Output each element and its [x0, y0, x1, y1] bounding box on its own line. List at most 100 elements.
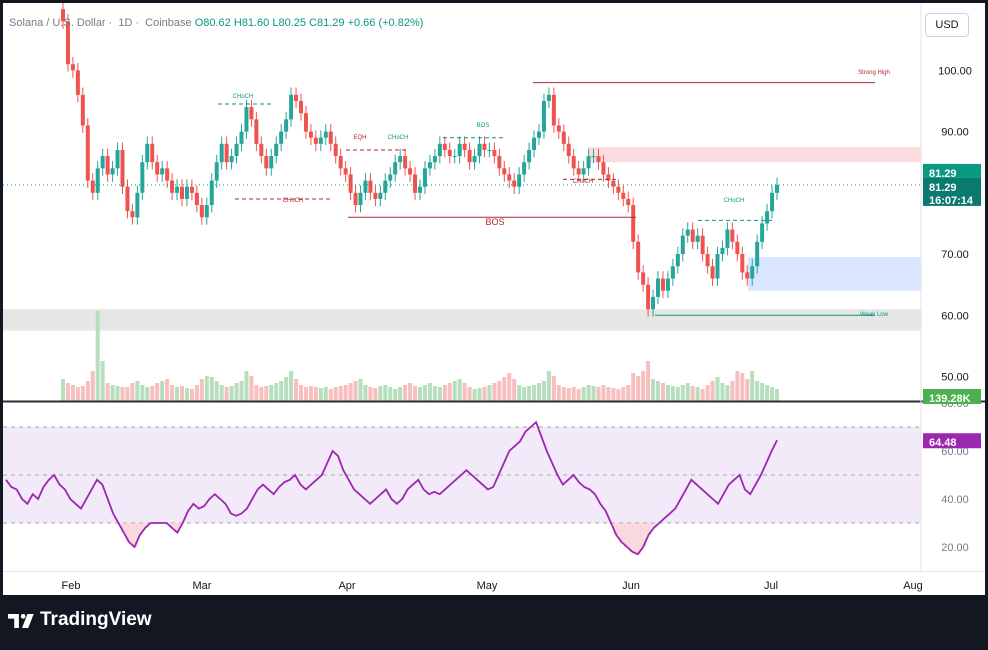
- candle[interactable]: [125, 186, 130, 212]
- candle[interactable]: [299, 100, 303, 114]
- candle[interactable]: [690, 229, 695, 242]
- candle[interactable]: [308, 131, 313, 138]
- candle[interactable]: [532, 137, 537, 150]
- currency-button[interactable]: USD: [925, 13, 969, 37]
- candle[interactable]: [279, 131, 284, 144]
- candle[interactable]: [418, 186, 422, 193]
- candle[interactable]: [219, 143, 224, 163]
- candle[interactable]: [482, 143, 487, 150]
- candle[interactable]: [328, 131, 333, 144]
- candle[interactable]: [209, 180, 214, 206]
- tradingview-logo-icon[interactable]: [8, 612, 36, 630]
- chart-frame[interactable]: Strong High Weak Low CHoCH CHoCH EQH CHoCH BOS…: [3, 3, 985, 595]
- candle[interactable]: [735, 241, 740, 255]
- candle[interactable]: [522, 162, 527, 175]
- candle[interactable]: [561, 131, 566, 144]
- candle[interactable]: [254, 119, 259, 144]
- candle[interactable]: [556, 125, 561, 132]
- candle[interactable]: [398, 156, 403, 163]
- candle[interactable]: [85, 125, 90, 181]
- candle[interactable]: [110, 168, 115, 175]
- candle[interactable]: [303, 113, 308, 132]
- rsi-line[interactable]: [5, 420, 778, 556]
- candle[interactable]: [665, 278, 670, 291]
- candle[interactable]: [566, 143, 571, 157]
- candle[interactable]: [274, 143, 279, 157]
- candle[interactable]: [492, 149, 497, 157]
- candle[interactable]: [740, 254, 745, 273]
- candle[interactable]: [541, 100, 546, 132]
- candle[interactable]: [388, 174, 393, 181]
- candle[interactable]: [695, 235, 700, 242]
- candle[interactable]: [313, 137, 318, 144]
- countdown-tag[interactable]: [923, 177, 981, 206]
- candle[interactable]: [507, 174, 512, 181]
- candle[interactable]: [115, 149, 120, 169]
- candle[interactable]: [294, 94, 299, 101]
- candle[interactable]: [239, 131, 244, 144]
- candle[interactable]: [393, 162, 398, 175]
- candle[interactable]: [358, 192, 363, 206]
- interval-label[interactable]: 1D: [118, 17, 133, 29]
- candle[interactable]: [546, 94, 551, 101]
- candle[interactable]: [700, 235, 705, 255]
- candle[interactable]: [626, 198, 631, 206]
- symbol-name[interactable]: Solana / U.S. Dollar: [9, 17, 106, 29]
- candle[interactable]: [155, 162, 160, 175]
- candle[interactable]: [641, 272, 646, 285]
- candle[interactable]: [289, 94, 294, 120]
- candle[interactable]: [502, 168, 507, 175]
- candle[interactable]: [224, 143, 229, 163]
- candle[interactable]: [646, 284, 651, 310]
- candle[interactable]: [229, 156, 234, 163]
- candle[interactable]: [140, 162, 145, 193]
- candle[interactable]: [65, 21, 70, 65]
- candle[interactable]: [80, 94, 85, 126]
- candle[interactable]: [462, 143, 467, 150]
- candle[interactable]: [517, 174, 522, 187]
- candle[interactable]: [571, 156, 576, 169]
- candle[interactable]: [527, 149, 532, 163]
- candle[interactable]: [670, 266, 675, 279]
- candle[interactable]: [685, 229, 690, 236]
- candle[interactable]: [343, 168, 348, 175]
- candle[interactable]: [720, 247, 725, 255]
- candle[interactable]: [651, 296, 656, 310]
- chart-canvas[interactable]: Strong High Weak Low CHoCH CHoCH EQH CHoCH BOS…: [3, 3, 985, 595]
- candle[interactable]: [725, 229, 730, 248]
- candle[interactable]: [353, 192, 358, 206]
- candle[interactable]: [175, 186, 180, 193]
- candle[interactable]: [760, 223, 765, 242]
- candle[interactable]: [120, 149, 125, 187]
- candle[interactable]: [551, 94, 556, 126]
- candle[interactable]: [611, 180, 616, 187]
- candle[interactable]: [373, 192, 378, 199]
- candle[interactable]: [199, 205, 204, 218]
- candle[interactable]: [477, 143, 482, 157]
- candle[interactable]: [765, 211, 770, 224]
- rsi-value-tag[interactable]: [923, 433, 981, 449]
- candle[interactable]: [194, 192, 199, 206]
- candle[interactable]: [581, 168, 586, 175]
- candle[interactable]: [259, 143, 264, 157]
- candle[interactable]: [95, 168, 100, 193]
- candle[interactable]: [710, 266, 715, 279]
- candle[interactable]: [189, 186, 194, 193]
- candle[interactable]: [90, 180, 95, 193]
- candle[interactable]: [660, 278, 665, 291]
- candle[interactable]: [705, 254, 710, 267]
- candle[interactable]: [100, 156, 105, 169]
- candle[interactable]: [576, 168, 581, 175]
- candle[interactable]: [467, 149, 472, 163]
- candle[interactable]: [537, 131, 541, 138]
- candle[interactable]: [130, 211, 135, 218]
- candle[interactable]: [269, 156, 274, 169]
- candle[interactable]: [170, 180, 175, 193]
- candle[interactable]: [204, 205, 209, 218]
- candle[interactable]: [234, 143, 239, 157]
- candle[interactable]: [184, 186, 189, 199]
- candle[interactable]: [631, 205, 636, 242]
- candle[interactable]: [408, 168, 413, 175]
- candle[interactable]: [447, 149, 452, 157]
- candle[interactable]: [680, 235, 685, 255]
